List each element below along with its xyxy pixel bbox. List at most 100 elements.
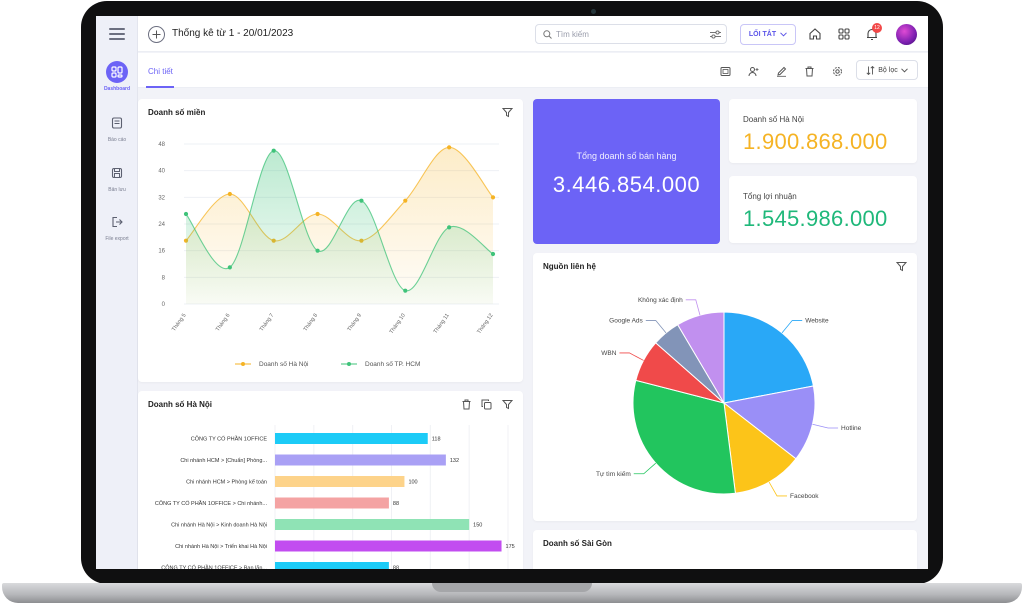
camera-icon — [591, 9, 596, 14]
edit-icon[interactable] — [776, 66, 787, 77]
bar-value-label: 88 — [393, 566, 399, 570]
add-button[interactable] — [148, 26, 165, 43]
x-tick-label: Tháng 6 — [215, 313, 231, 333]
hanoi-sales-chart: CÔNG TY CỔ PHẦN 1OFFICE 118 Chi nhánh HCM … — [155, 425, 515, 570]
fullscreen-icon[interactable] — [720, 66, 731, 77]
trash-icon[interactable] — [804, 66, 815, 77]
bar-category-label: CÔNG TY CỔ PHẦN 1OFFICE > Ban lãn... — [161, 565, 267, 570]
trash-icon[interactable] — [461, 399, 472, 410]
pie-label-line — [645, 320, 667, 334]
data-point — [315, 211, 320, 217]
x-tick-label: Tháng 11 — [433, 313, 451, 335]
pie-label: Hotline — [841, 425, 862, 432]
kpi-profit-value: 1.545.986.000 — [743, 206, 888, 231]
legend-label: Doanh số Hà Nội — [259, 359, 309, 368]
data-point — [227, 191, 232, 197]
legend-marker — [241, 362, 245, 366]
bar-category-label: CÔNG TY CỔ PHẦN 1OFFICE > Chi nhánh... — [155, 500, 268, 507]
bar-value-label: 132 — [450, 458, 459, 464]
data-point — [490, 195, 496, 200]
bar-value-label: 100 — [408, 480, 417, 486]
dashboard-icon — [106, 61, 128, 83]
bar — [275, 562, 389, 569]
bar-category-label: Chi nhánh Hà Nội > Triển khai Hà Nội — [175, 543, 267, 550]
sidebar-item-report[interactable]: Báo cáo — [96, 112, 138, 143]
bar — [275, 540, 502, 552]
sliders-icon[interactable] — [710, 30, 721, 39]
y-tick-label: 40 — [158, 169, 165, 175]
bar — [275, 519, 470, 530]
x-tick-label: Tháng 8 — [303, 313, 319, 333]
top-bar: Thống kê từ 1 - 20/01/2023 LỐI TẮT 12 — [138, 16, 928, 52]
contact-source-card: Nguồn liên hệ Website Hotline Facebook Tự t… — [533, 253, 917, 521]
data-point — [227, 265, 232, 270]
pie-label-line — [812, 423, 839, 429]
bar — [275, 433, 428, 444]
bar — [275, 454, 446, 466]
kpi-hanoi-card: Doanh số Hà Nội 1.900.868.000 — [729, 99, 917, 163]
filter-icon[interactable] — [896, 261, 907, 272]
card-title: Doanh số Sài Gòn — [543, 539, 612, 548]
total-sales-value: 3.446.854.000 — [552, 172, 701, 197]
data-point — [271, 148, 276, 153]
legend-marker — [347, 362, 351, 366]
y-tick-label: 16 — [158, 249, 165, 255]
data-point — [447, 225, 452, 230]
card-title: Doanh số miền — [148, 108, 206, 117]
y-tick-label: 32 — [158, 195, 165, 201]
bar — [275, 476, 405, 487]
laptop-base — [2, 583, 1022, 603]
save-icon — [106, 162, 128, 184]
avatar[interactable] — [896, 24, 917, 45]
pie-label: Facebook — [790, 493, 819, 500]
filter-icon[interactable] — [502, 107, 513, 118]
kpi-profit-label: Tổng lợi nhuận — [743, 192, 797, 201]
y-tick-label: 8 — [162, 275, 166, 281]
menu-icon[interactable] — [109, 28, 125, 40]
apps-grid-icon[interactable] — [837, 27, 851, 41]
legend-label: Doanh số TP. HCM — [365, 359, 420, 368]
pie-slice — [676, 311, 725, 405]
pie-slice — [723, 401, 797, 494]
sidebar-item-saved[interactable]: Bản lưu — [96, 162, 138, 193]
app-screen: Dashboard Báo cáo Bản lưu File export — [96, 16, 928, 569]
export-icon — [106, 211, 128, 233]
saigon-sales-card: Doanh số Sài Gòn — [533, 530, 917, 569]
copy-icon[interactable] — [481, 399, 492, 410]
sidebar-item-file-export[interactable]: File export — [96, 211, 138, 242]
tab-detail[interactable]: Chi tiết — [148, 67, 173, 76]
search-input[interactable] — [556, 28, 696, 41]
filter-icon[interactable] — [502, 399, 513, 410]
kpi-profit-card: Tổng lợi nhuận 1.545.986.000 — [729, 176, 917, 243]
x-tick-label: Tháng 12 — [476, 313, 494, 335]
data-point — [403, 198, 408, 203]
pie-label: Không xác định — [638, 297, 683, 304]
pie-label-line — [781, 320, 803, 334]
total-sales-label: Tổng doanh số bán hàng — [576, 151, 677, 161]
search-box[interactable] — [535, 24, 727, 44]
home-icon[interactable] — [808, 27, 822, 41]
card-title: Doanh số Hà Nội — [148, 400, 213, 409]
kpi-hanoi-value: 1.900.868.000 — [743, 129, 888, 154]
add-user-icon[interactable] — [748, 66, 759, 77]
pie-label: Tự tìm kiếm — [596, 469, 631, 478]
sidebar-item-dashboard[interactable]: Dashboard — [96, 61, 138, 92]
pie-slice — [632, 379, 736, 495]
shortcut-label: LỐI TẮT — [748, 31, 777, 38]
pie-label-line — [685, 299, 701, 316]
data-point — [490, 251, 496, 257]
shortcut-dropdown[interactable]: LỐI TẮT — [740, 24, 796, 45]
sub-bar: Chi tiết Bộ lọc — [138, 53, 928, 88]
notification-badge: 12 — [872, 23, 882, 33]
pie-label: WBN — [601, 350, 616, 357]
data-point — [315, 248, 320, 253]
filter-button[interactable]: Bộ lọc — [856, 60, 918, 80]
plus-icon — [152, 30, 161, 39]
data-point — [183, 211, 189, 217]
bar-value-label: 150 — [473, 523, 482, 529]
bar-value-label: 118 — [432, 437, 441, 443]
report-icon — [106, 112, 128, 134]
page-title: Thống kê từ 1 - 20/01/2023 — [172, 28, 294, 39]
gear-icon[interactable] — [832, 66, 843, 77]
region-sales-chart: 0 8 16 24 32 40 48 Tháng 5 Tháng 6 Tháng 7 Tháng … — [158, 142, 499, 368]
